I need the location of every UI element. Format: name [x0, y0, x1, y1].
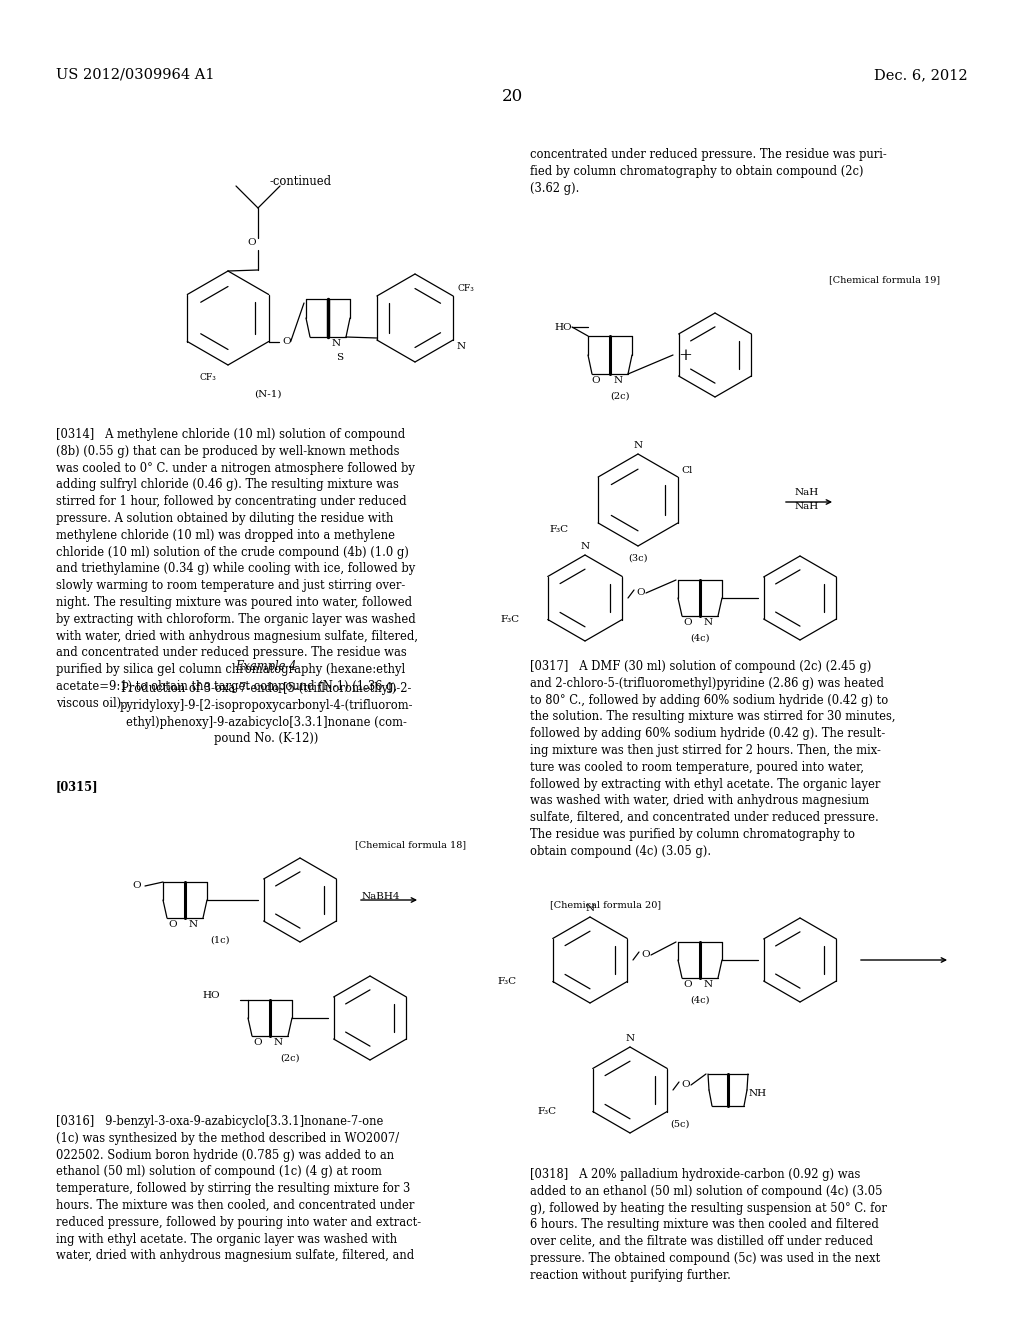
- Text: NaBH4: NaBH4: [362, 892, 400, 902]
- Text: 20: 20: [502, 88, 522, 106]
- Text: N: N: [332, 339, 341, 348]
- Text: [Chemical formula 20]: [Chemical formula 20]: [550, 900, 662, 909]
- Text: CF₃: CF₃: [457, 284, 474, 293]
- Text: N: N: [586, 904, 595, 913]
- Text: (1c): (1c): [210, 936, 229, 945]
- Text: N: N: [274, 1038, 283, 1047]
- Text: O: O: [248, 238, 256, 247]
- Text: NaH: NaH: [795, 488, 819, 498]
- Text: -continued: -continued: [270, 176, 332, 187]
- Text: O: O: [283, 337, 292, 346]
- Text: Example 4: Example 4: [236, 660, 297, 673]
- Text: O: O: [636, 587, 645, 597]
- Text: (4c): (4c): [690, 997, 710, 1005]
- Text: (4c): (4c): [690, 634, 710, 643]
- Text: N: N: [705, 618, 713, 627]
- Text: Dec. 6, 2012: Dec. 6, 2012: [874, 69, 968, 82]
- Text: Production of 3-oxa-7-endo-[5-(trifluoromethyl)-2-
pyridyloxy]-9-[2-isopropoxyca: Production of 3-oxa-7-endo-[5-(trifluoro…: [119, 682, 413, 746]
- Text: HO: HO: [203, 990, 220, 999]
- Text: (2c): (2c): [281, 1053, 300, 1063]
- Text: NH: NH: [749, 1089, 767, 1098]
- Text: F₃C: F₃C: [498, 977, 517, 986]
- Text: [0316]   9-benzyl-3-oxa-9-azabicyclo[3.3.1]nonane-7-one
(1c) was synthesized by : [0316] 9-benzyl-3-oxa-9-azabicyclo[3.3.1…: [56, 1115, 421, 1262]
- Text: [Chemical formula 19]: [Chemical formula 19]: [828, 275, 940, 284]
- Text: N: N: [189, 920, 198, 929]
- Text: O: O: [132, 882, 141, 891]
- Text: O: O: [683, 979, 692, 989]
- Text: [Chemical formula 18]: [Chemical formula 18]: [355, 840, 466, 849]
- Text: N: N: [456, 342, 465, 351]
- Text: O: O: [253, 1038, 262, 1047]
- Text: (3c): (3c): [629, 554, 648, 564]
- Text: [0317]   A DMF (30 ml) solution of compound (2c) (2.45 g)
and 2-chloro-5-(triflu: [0317] A DMF (30 ml) solution of compoun…: [530, 660, 896, 858]
- Text: O: O: [683, 618, 692, 627]
- Text: concentrated under reduced pressure. The residue was puri-
fied by column chroma: concentrated under reduced pressure. The…: [530, 148, 887, 194]
- Text: N: N: [614, 376, 624, 385]
- Text: N: N: [626, 1034, 635, 1043]
- Text: N: N: [581, 543, 590, 550]
- Text: O: O: [641, 950, 649, 960]
- Text: N: N: [634, 441, 643, 450]
- Text: (2c): (2c): [610, 392, 630, 401]
- Text: [0318]   A 20% palladium hydroxide-carbon (0.92 g) was
added to an ethanol (50 m: [0318] A 20% palladium hydroxide-carbon …: [530, 1168, 887, 1282]
- Text: [0315]: [0315]: [56, 780, 98, 793]
- Text: S: S: [336, 352, 343, 362]
- Text: US 2012/0309964 A1: US 2012/0309964 A1: [56, 69, 214, 82]
- Text: Cl: Cl: [682, 466, 693, 475]
- Text: +: +: [678, 346, 692, 363]
- Text: F₃C: F₃C: [501, 615, 520, 624]
- Text: (5c): (5c): [671, 1119, 690, 1129]
- Text: (N-1): (N-1): [254, 389, 282, 399]
- Text: NaH: NaH: [795, 502, 819, 511]
- Text: [0314]   A methylene chloride (10 ml) solution of compound
(8b) (0.55 g) that ca: [0314] A methylene chloride (10 ml) solu…: [56, 428, 418, 710]
- Text: F₃C: F₃C: [549, 525, 568, 535]
- Text: F₃C: F₃C: [538, 1107, 557, 1115]
- Text: O: O: [681, 1080, 689, 1089]
- Text: CF₃: CF₃: [200, 374, 216, 381]
- Text: O: O: [168, 920, 177, 929]
- Text: HO: HO: [554, 322, 571, 331]
- Text: N: N: [705, 979, 713, 989]
- Text: O: O: [592, 376, 600, 385]
